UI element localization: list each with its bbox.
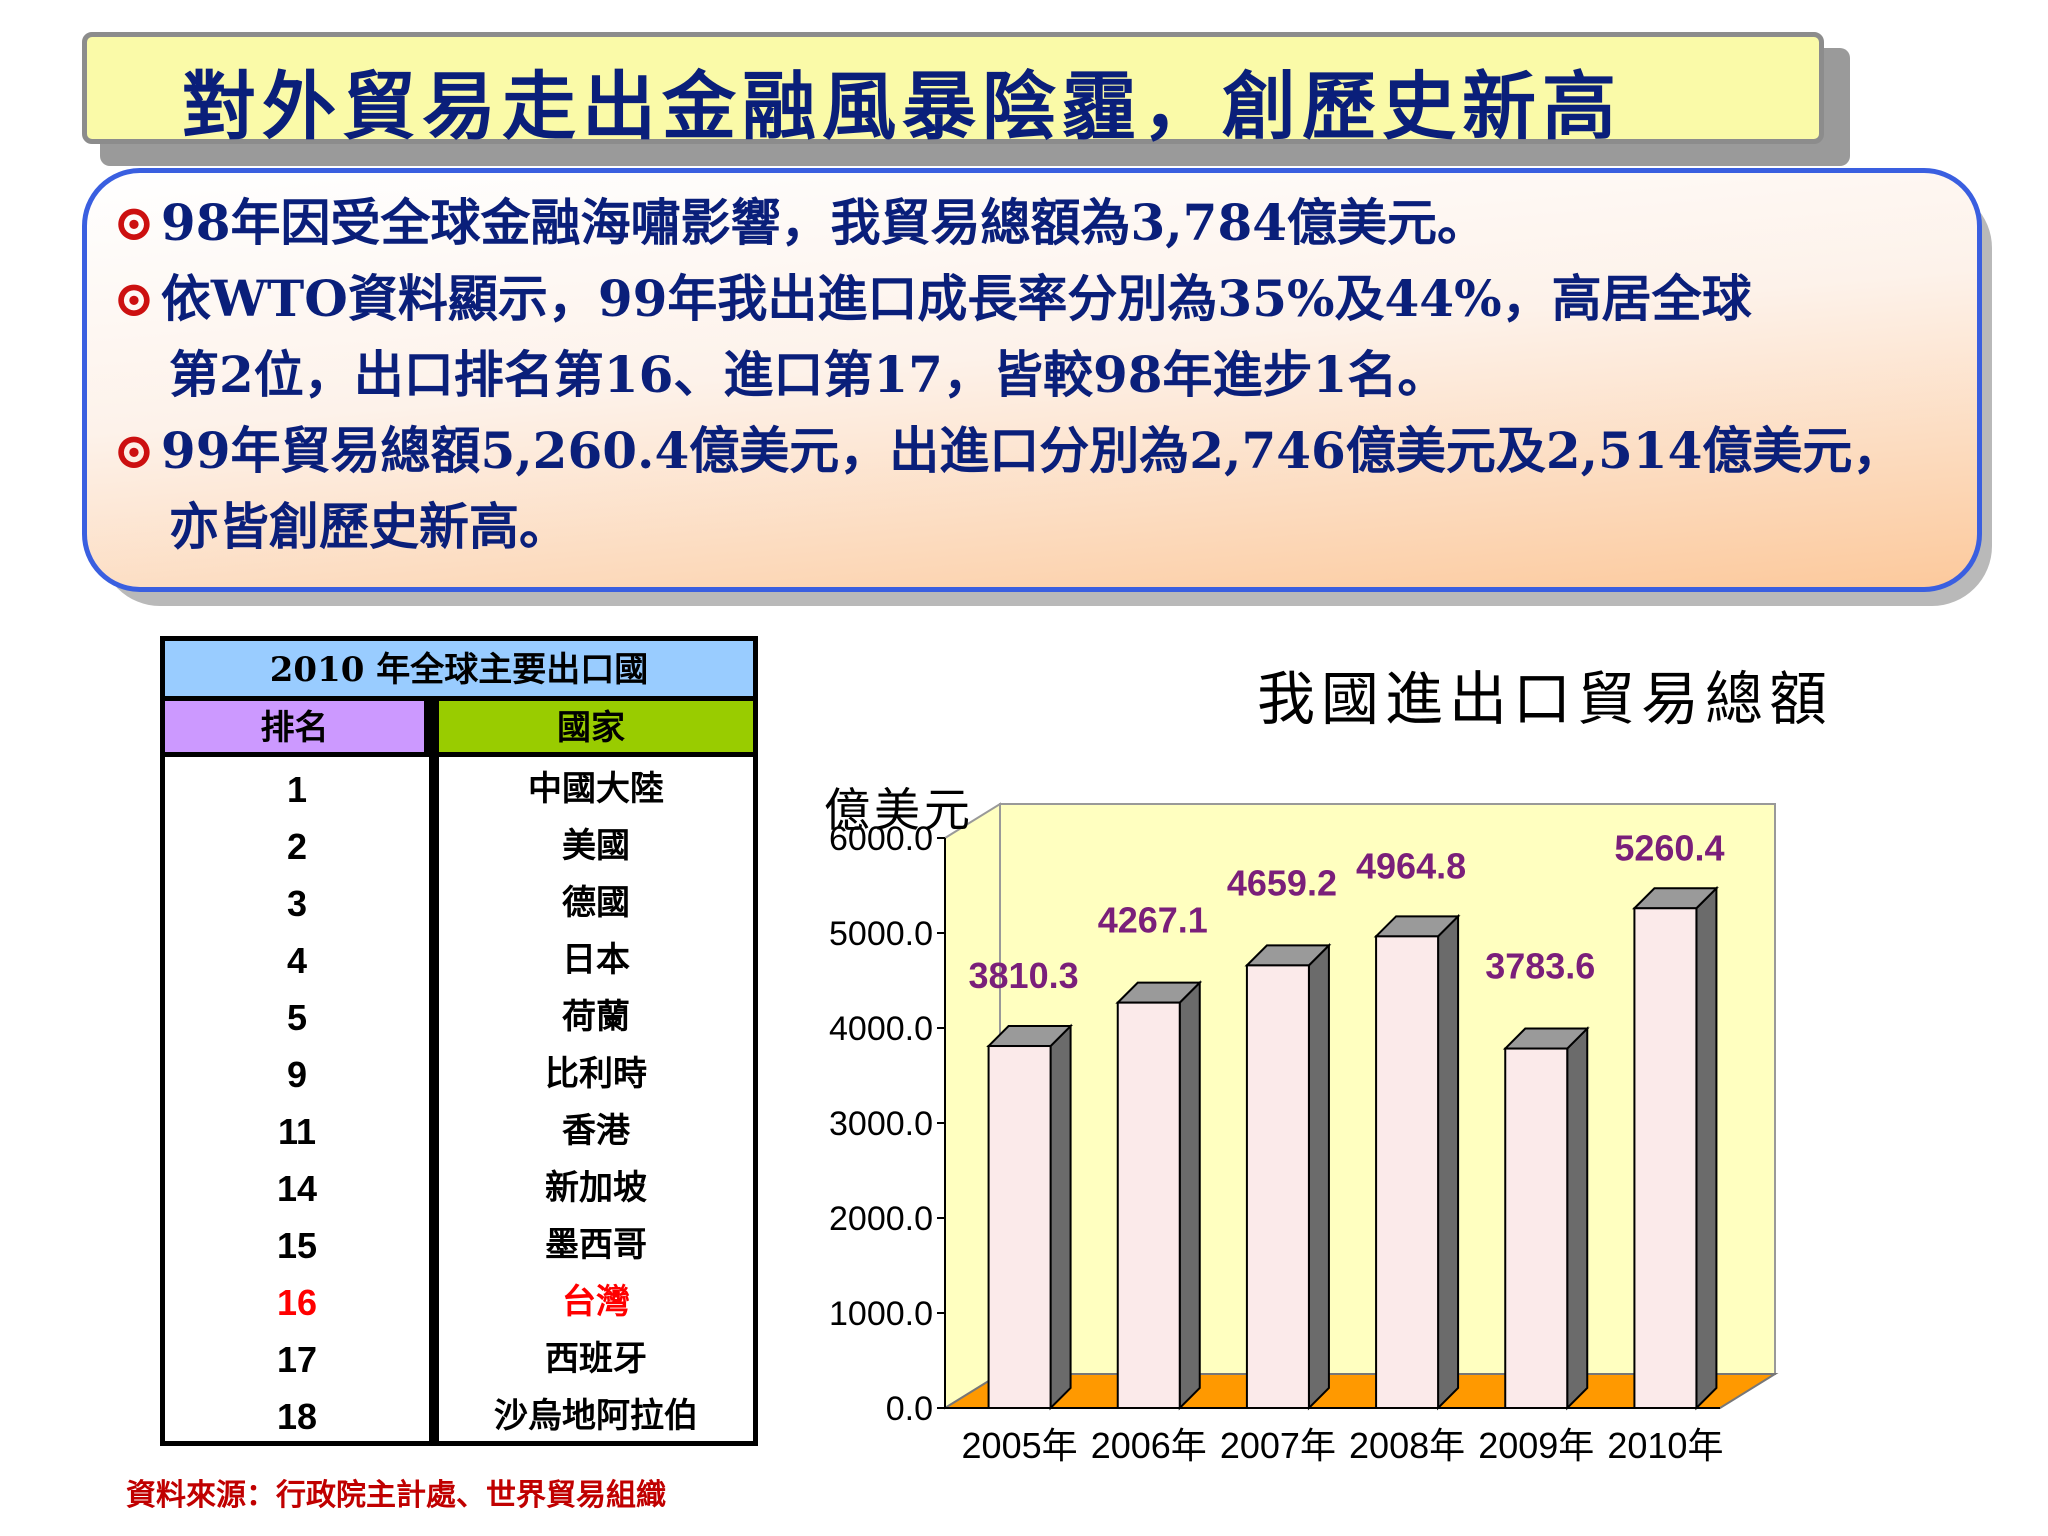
x-tick-label: 2008年 xyxy=(1349,1425,1465,1466)
title-banner: 對外貿易走出金融風暴陰霾，創歷史新高 xyxy=(82,32,1824,150)
y-tick-label: 5000.0 xyxy=(829,915,933,953)
source-note: 資料來源：行政院主計處、世界貿易組織 xyxy=(126,1478,666,1513)
bar xyxy=(1633,907,1698,1409)
bar xyxy=(1504,1047,1569,1409)
data-label: 3810.3 xyxy=(969,955,1079,996)
chart-plot: 0.0 1000.0 2000.0 3000.0 4000.0 5000.0 6000.0 3… xyxy=(829,802,1779,1466)
table-row: 14 新加坡 xyxy=(165,1160,753,1217)
rank-cell: 11 xyxy=(277,1111,317,1152)
country-cell: 沙烏地阿拉伯 xyxy=(494,1396,698,1436)
rank-cell: 14 xyxy=(276,1168,318,1209)
bar-side xyxy=(1566,1026,1589,1411)
rank-cell: 18 xyxy=(276,1396,318,1437)
bullet-panel: ⊙ 98年因受全球金融海嘯影響，我貿易總額為3,784億美元。 ⊙ 依WTO資料顯示… xyxy=(82,168,1982,592)
bar-side xyxy=(1049,1023,1072,1411)
table-row: 1 中國大陸 xyxy=(165,761,753,818)
page-title: 對外貿易走出金融風暴陰霾，創歷史新高 xyxy=(182,64,1622,150)
rank-cell: 17 xyxy=(276,1339,318,1380)
y-tick-label: 1000.0 xyxy=(829,1295,933,1333)
bar-side xyxy=(1307,942,1330,1411)
bullet-item: ⊙ 98年因受全球金融海嘯影響，我貿易總額為3,784億美元。 xyxy=(113,185,1487,261)
x-tick-label: 2007年 xyxy=(1220,1425,1336,1466)
table-row: 11 香港 xyxy=(165,1103,753,1160)
rank-cell: 9 xyxy=(286,1054,308,1095)
trade-total-chart: 我國進出口貿易總額 億美元 0.0 1000.0 2000.0 3000.0 4000.… xyxy=(800,640,2020,1470)
data-label: 3783.6 xyxy=(1485,946,1595,987)
bar xyxy=(1245,964,1310,1409)
bar xyxy=(1116,1001,1181,1409)
bar-side xyxy=(1437,913,1460,1411)
rank-cell: 15 xyxy=(276,1225,318,1266)
rank-cell: 4 xyxy=(286,940,308,981)
bar-side xyxy=(1178,980,1201,1411)
table-row: 2 美國 xyxy=(165,818,753,875)
bullet-item: ⊙ 99年貿易總額5,260.4億美元，出進口分別為2,746億美元及2,514億… xyxy=(113,413,1902,565)
column-divider xyxy=(429,701,439,1441)
table-row: 17 西班牙 xyxy=(165,1331,753,1388)
x-tick-label: 2005年 xyxy=(962,1425,1078,1466)
country-cell: 德國 xyxy=(562,883,630,923)
y-tick-label: 3000.0 xyxy=(829,1105,933,1143)
country-cell: 新加坡 xyxy=(545,1168,647,1208)
x-tick-label: 2006年 xyxy=(1091,1425,1207,1466)
bullet-text: 依WTO資料顯示，99年我出進口成長率分別為35%及44%，高居全球 xyxy=(160,269,1752,328)
country-cell: 墨西哥 xyxy=(545,1225,647,1265)
y-tick-label: 2000.0 xyxy=(829,1200,933,1238)
y-tick-label: 4000.0 xyxy=(829,1010,933,1048)
country-cell: 荷蘭 xyxy=(562,997,630,1037)
country-cell: 日本 xyxy=(562,940,630,980)
rank-cell: 5 xyxy=(286,997,308,1038)
data-label: 4267.1 xyxy=(1098,900,1208,941)
data-label: 5260.4 xyxy=(1614,827,1724,868)
table-caption: 2010 年全球主要出口國 xyxy=(165,641,753,701)
x-tick-label: 2010年 xyxy=(1607,1425,1723,1466)
country-cell: 美國 xyxy=(562,826,630,866)
country-cell: 西班牙 xyxy=(545,1339,647,1379)
y-tick-label: 6000.0 xyxy=(829,820,933,858)
column-header-country: 國家 xyxy=(429,701,753,757)
y-axis-label: 億美元 xyxy=(824,783,974,837)
table-row: 15 墨西哥 xyxy=(165,1217,753,1274)
bullet-item: ⊙ 依WTO資料顯示，99年我出進口成長率分別為35%及44%，高居全球 第2位，… xyxy=(113,261,1752,413)
bullet-icon: ⊙ xyxy=(113,193,155,252)
bullet-icon: ⊙ xyxy=(113,421,155,480)
bullet-text: 98年因受全球金融海嘯影響，我貿易總額為3,784億美元。 xyxy=(160,193,1488,252)
table-row: 16 台灣 xyxy=(165,1274,753,1331)
country-cell: 香港 xyxy=(562,1111,630,1151)
bar xyxy=(1375,935,1440,1409)
bar xyxy=(987,1045,1052,1409)
table-row: 5 荷蘭 xyxy=(165,989,753,1046)
rank-cell: 1 xyxy=(286,769,308,810)
country-cell: 中國大陸 xyxy=(528,769,664,809)
rank-cell: 2 xyxy=(286,826,308,867)
bullet-text: 99年貿易總額5,260.4億美元，出進口分別為2,746億美元及2,514億美… xyxy=(160,421,1903,480)
bar-side xyxy=(1695,885,1718,1411)
rank-cell: 3 xyxy=(286,883,308,924)
x-tick-label: 2009年 xyxy=(1478,1425,1594,1466)
y-tick-label: 0.0 xyxy=(886,1390,933,1428)
export-ranking-table: 2010 年全球主要出口國 排名 國家 1 中國大陸 2 美國 3 德國 4 日本 5 荷蘭 9 比利… xyxy=(160,636,758,1446)
bullet-text-continued: 第2位，出口排名第16、進口第17，皆較98年進步1名。 xyxy=(169,345,1448,404)
table-row: 3 德國 xyxy=(165,875,753,932)
country-cell: 比利時 xyxy=(545,1054,647,1094)
column-header-rank: 排名 xyxy=(165,701,429,757)
country-cell: 台灣 xyxy=(562,1282,630,1322)
chart-title: 我國進出口貿易總額 xyxy=(1256,665,1833,733)
table-row: 18 沙烏地阿拉伯 xyxy=(165,1388,753,1445)
bullet-icon: ⊙ xyxy=(113,269,155,328)
data-label: 4659.2 xyxy=(1227,862,1337,903)
table-row: 4 日本 xyxy=(165,932,753,989)
table-row: 9 比利時 xyxy=(165,1046,753,1103)
rank-cell: 16 xyxy=(276,1282,318,1323)
data-label: 4964.8 xyxy=(1356,845,1466,886)
bullet-text-continued: 亦皆創歷史新高。 xyxy=(169,497,569,556)
